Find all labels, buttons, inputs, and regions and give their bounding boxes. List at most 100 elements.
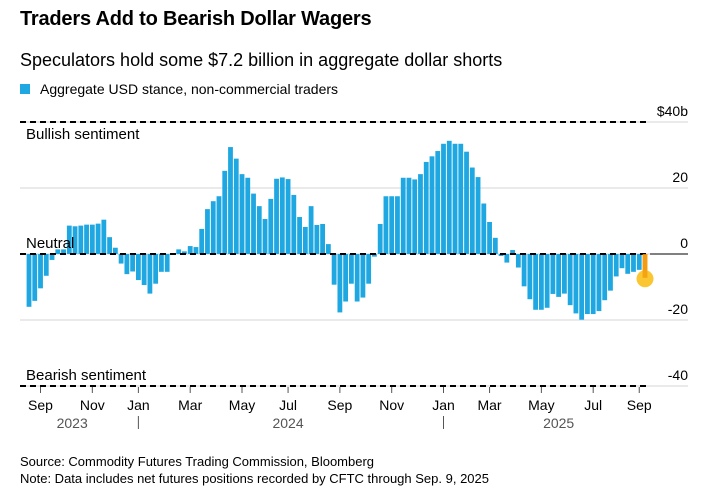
x-tick-label: May [528,397,554,413]
bar [251,193,256,254]
bar [135,254,141,281]
bar [377,223,383,254]
bar [164,254,170,272]
bar [625,254,631,274]
bar [348,254,354,284]
bar [43,254,49,276]
y-tick-label: 0 [680,235,688,251]
bar [464,151,469,254]
bar [481,203,487,254]
bar [233,158,239,254]
x-tick-label: Jan [432,397,455,413]
bar [337,254,343,313]
bar [314,224,320,254]
bar [423,161,429,254]
bar [562,254,567,294]
bar [84,224,89,254]
bar [302,226,308,254]
bar [118,254,124,264]
bar [26,254,32,307]
x-tick-label: Jul [584,397,602,413]
bar [573,254,579,314]
chart-title: Traders Add to Bearish Dollar Wagers [20,8,372,30]
bar [567,254,573,306]
bar [412,179,418,254]
bar [147,254,153,294]
bar [585,254,590,315]
bar [159,254,164,272]
bar [613,254,619,277]
x-tick-label: Sep [28,397,53,413]
bar [308,206,314,254]
bar [602,254,608,301]
year-label: 2025 [543,415,574,431]
bar [400,177,406,254]
bar [325,244,331,254]
bar [406,177,412,254]
bar [372,254,377,257]
bar [395,196,400,254]
bar [504,254,510,263]
bar [268,198,274,254]
bar [245,177,251,254]
bar [49,254,55,260]
bar [527,254,533,300]
x-tick-label: Mar [477,397,501,413]
bar [515,254,521,268]
bar [55,249,61,254]
year-label: 2024 [272,415,303,431]
bar [475,177,481,254]
bar [256,206,262,254]
bar [458,143,464,254]
bar [360,254,366,298]
latest-value-marker [636,270,654,288]
bar [124,254,130,275]
neutral-label: Neutral [26,235,74,252]
bar [153,254,159,284]
chart-subtitle: Speculators hold some $7.2 billion in ag… [20,50,503,70]
bar [279,177,285,254]
legend: Aggregate USD stance, non-commercial tra… [20,81,338,97]
bar [383,196,389,254]
bar [112,247,118,254]
bar [291,194,297,254]
bar [343,254,349,302]
bar [521,254,527,287]
bar [533,254,539,310]
x-tick-label: Nov [80,397,105,413]
bar [78,225,84,254]
bullish-label: Bullish sentiment [26,126,140,143]
bar [510,250,515,254]
x-tick-label: Jan [127,397,150,413]
bar [429,156,435,254]
bar [222,170,228,254]
x-tick-label: Jul [279,397,297,413]
bar [596,254,602,312]
bar [205,209,210,254]
bar [590,254,596,315]
bar [210,201,216,254]
bar [228,147,233,254]
highlighted-bar-overlay [642,254,648,278]
bar [216,196,222,254]
bar [285,179,291,254]
x-tick-label: Sep [327,397,352,413]
bar [435,151,441,254]
bar [199,228,205,254]
bar [239,174,245,254]
bar [366,254,372,284]
bar [89,224,95,254]
y-tick-label: $40b [657,103,688,119]
bar [354,254,360,302]
bar [262,219,268,254]
bar [331,254,337,285]
bar [297,217,302,254]
bar [193,247,199,254]
bar [38,254,43,289]
bar [274,178,279,254]
bar [636,254,642,270]
bar [95,223,101,254]
bar [107,237,112,254]
bar [320,223,326,254]
